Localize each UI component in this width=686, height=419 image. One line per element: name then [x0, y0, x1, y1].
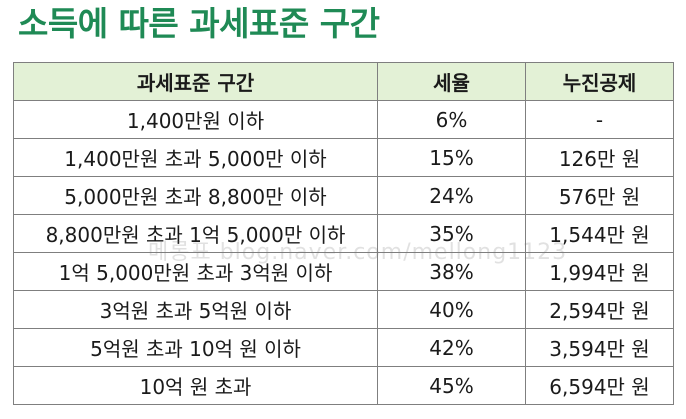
rate-cell: 40% [377, 290, 526, 329]
bracket-cell: 3억원 초과 5억원 이하 [13, 290, 378, 329]
rate-cell: 35% [377, 214, 526, 253]
deduction-cell: 2,594만 원 [525, 290, 674, 329]
table-row: 3억원 초과 5억원 이하 40% 2,594만 원 [13, 290, 674, 329]
rate-cell: 45% [377, 366, 526, 405]
deduction-cell: 576만 원 [525, 176, 674, 215]
bracket-cell: 5,000만원 초과 8,800만 이하 [13, 176, 378, 215]
header-rate: 세율 [377, 62, 526, 101]
deduction-cell: 126만 원 [525, 138, 674, 177]
table-row: 10억 원 초과 45% 6,594만 원 [13, 366, 674, 405]
table-row: 1,400만원 초과 5,000만 이하 15% 126만 원 [13, 138, 674, 177]
rate-cell: 15% [377, 138, 526, 177]
tax-bracket-table: 과세표준 구간 세율 누진공제 1,400만원 이하 6% - 1,400만원 … [13, 62, 674, 405]
rate-cell: 38% [377, 252, 526, 291]
page-title: 소득에 따른 과세표준 구간 [18, 4, 380, 43]
deduction-cell: 6,594만 원 [525, 366, 674, 405]
table-header-row: 과세표준 구간 세율 누진공제 [13, 62, 674, 101]
table-row: 5억원 초과 10억 원 이하 42% 3,594만 원 [13, 328, 674, 367]
table-row: 8,800만원 초과 1억 5,000만 이하 35% 1,544만 원 [13, 214, 674, 253]
bracket-cell: 1,400만원 이하 [13, 100, 378, 139]
bracket-cell: 5억원 초과 10억 원 이하 [13, 328, 378, 367]
bracket-cell: 1,400만원 초과 5,000만 이하 [13, 138, 378, 177]
rate-cell: 6% [377, 100, 526, 139]
table-row: 1억 5,000만원 초과 3억원 이하 38% 1,994만 원 [13, 252, 674, 291]
deduction-cell: 1,994만 원 [525, 252, 674, 291]
deduction-cell: - [525, 100, 674, 139]
deduction-cell: 1,544만 원 [525, 214, 674, 253]
table-row: 1,400만원 이하 6% - [13, 100, 674, 139]
table-row: 5,000만원 초과 8,800만 이하 24% 576만 원 [13, 176, 674, 215]
header-bracket: 과세표준 구간 [13, 62, 378, 101]
header-deduction: 누진공제 [525, 62, 674, 101]
bracket-cell: 10억 원 초과 [13, 366, 378, 405]
rate-cell: 42% [377, 328, 526, 367]
bracket-cell: 1억 5,000만원 초과 3억원 이하 [13, 252, 378, 291]
bracket-cell: 8,800만원 초과 1억 5,000만 이하 [13, 214, 378, 253]
rate-cell: 24% [377, 176, 526, 215]
deduction-cell: 3,594만 원 [525, 328, 674, 367]
